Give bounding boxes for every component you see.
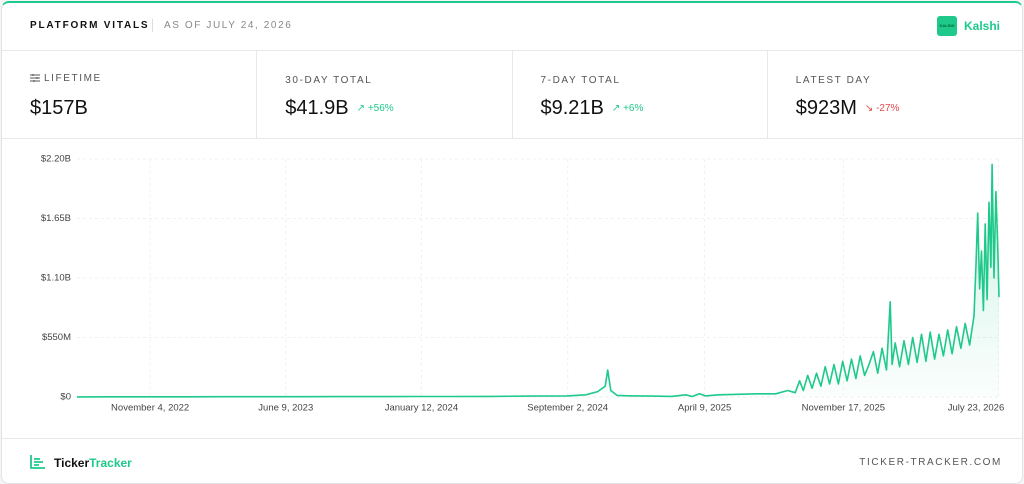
y-tick-label: $0 — [60, 392, 71, 403]
as-of: AS OF JULY 24, 2026 — [164, 20, 293, 31]
value: $923M — [795, 97, 857, 119]
icon — [30, 74, 40, 82]
footer-url[interactable]: TICKER-TRACKER.COM — [859, 457, 1002, 468]
stat-label: 30-DAY TOTAL — [285, 75, 373, 86]
x-tick-label: April 9, 2025 — [678, 403, 731, 414]
stat-value: $41.9B ↗ +56% — [285, 97, 393, 120]
stat-value: $157B — [30, 97, 88, 119]
area-fill — [77, 164, 999, 397]
stat-label: LIFETIME — [44, 73, 102, 84]
stat: LATEST DAY $923M ↘ -27% — [768, 51, 1022, 138]
stats: LIFETIME $157B 30-DAY TOTAL $41.9B ↗ +56%… — [2, 51, 1022, 139]
x-tick-label: June 9, 2023 — [258, 403, 313, 414]
footer: TickerTracker TICKER-TRACKER.COM — [2, 438, 1022, 483]
x-tick-label: July 23, 2026 — [948, 403, 1005, 414]
change: ↗ +6% — [611, 103, 644, 114]
y-tick-label: $1.10B — [41, 273, 71, 284]
header: PLATFORM VITALS AS OF JULY 24, 2026 KALS… — [2, 3, 1022, 51]
footer-logo — [30, 455, 45, 469]
brand-part: Ticker — [54, 456, 90, 470]
change: ↘ -27% — [864, 103, 900, 114]
x-tick-label: November 17, 2025 — [802, 403, 885, 414]
stat: LIFETIME $157B — [2, 51, 258, 138]
change: ↗ +56% — [356, 103, 394, 114]
chart: $0 $550M $1.10B $1.65B $2.20B November 4, 202… — [41, 154, 1005, 414]
y-tick-label: $550M — [42, 332, 71, 343]
value: $41.9B — [285, 97, 349, 119]
y-tick-label: $2.20B — [41, 154, 71, 165]
separator — [152, 19, 153, 32]
line — [76, 163, 1000, 398]
change-text: +56% — [367, 103, 394, 114]
change-text: +6% — [623, 103, 644, 114]
brand[interactable]: Kalshi — [964, 19, 1001, 33]
stat: 7-DAY TOTAL $9.21B ↗ +6% — [513, 51, 768, 138]
brand-part: Tracker — [89, 456, 132, 470]
x-tick-label: January 12, 2024 — [385, 403, 458, 414]
stat-value: $9.21B ↗ +6% — [541, 97, 644, 120]
x-tick-label: September 2, 2024 — [527, 403, 608, 414]
change-text: -27% — [876, 103, 900, 114]
stat-label: 7-DAY TOTAL — [540, 75, 621, 86]
stat-label: LATEST DAY — [795, 75, 872, 86]
footer-brand[interactable]: TickerTracker — [54, 456, 132, 470]
brand-logo: KALSHI — [937, 16, 957, 36]
x-tick-label: November 4, 2022 — [111, 403, 189, 414]
title: PLATFORM VITALS — [30, 20, 150, 31]
value: $9.21B — [540, 97, 604, 119]
stat: 30-DAY TOTAL $41.9B ↗ +56% — [257, 51, 513, 138]
y-tick-label: $1.65B — [41, 213, 71, 224]
stat-value: $923M ↘ -27% — [796, 97, 900, 120]
